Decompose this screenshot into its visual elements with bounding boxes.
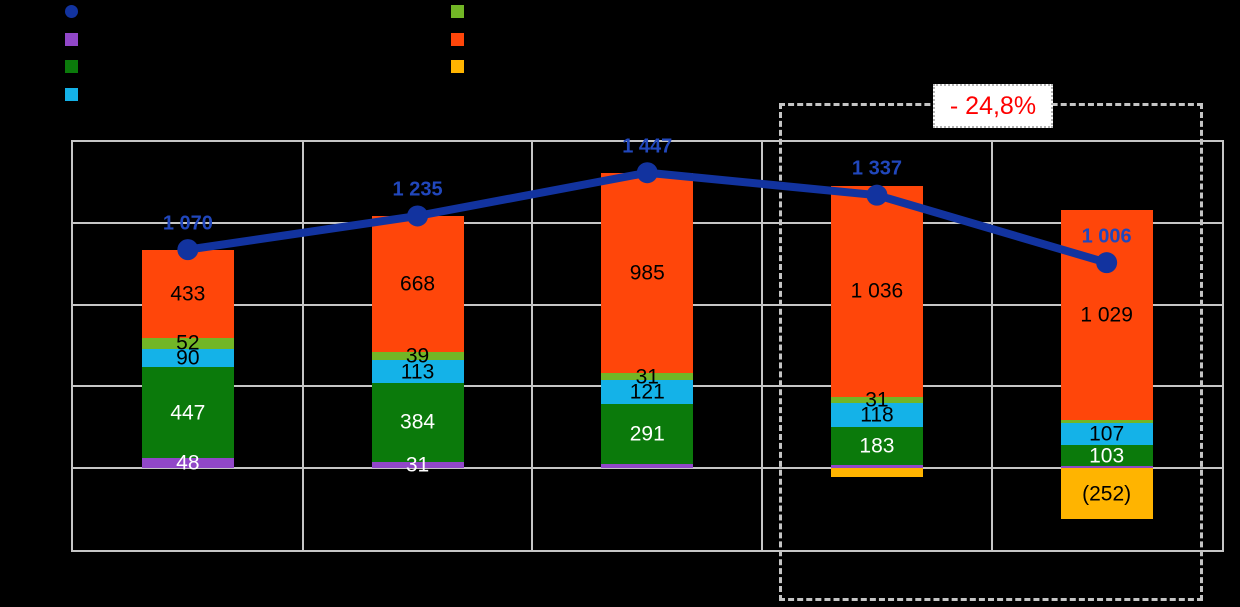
bar-1-light-green-segment [371,352,464,361]
bar-3-light-green-segment-label: 31 [865,388,889,412]
bar-4-cyan-segment-label: 107 [1089,422,1125,446]
line-label-1: 1 235 [392,178,443,201]
gridline-vertical [761,141,764,550]
legend-dark-green-series-marker [65,60,78,73]
line-label-0: 1 070 [162,212,213,235]
legend-orange-series-marker [451,33,464,46]
bar-0-cyan-segment [141,348,234,367]
bar-2-light-green-segment [601,373,694,380]
line-label-4: 1 006 [1081,225,1132,248]
bar-2-purple-segment [601,463,694,468]
gridline-vertical [301,141,304,550]
bar-0-orange-segment-label: 433 [170,282,206,306]
bar-3-dark-green-segment-label: 183 [859,434,895,458]
bar-0-cyan-segment-label: 90 [176,346,200,370]
bar-2-orange-segment [601,172,694,374]
bar-1-dark-green-segment-label: 384 [400,410,436,434]
bar-4-amber-segment [1060,467,1153,520]
bar-1-purple-segment [371,461,464,468]
line-marker-3 [866,184,888,206]
bar-1-cyan-segment-label: 113 [400,360,435,384]
legend-amber-series-marker [451,60,464,73]
bar-0-dark-green-segment-label: 447 [170,401,206,424]
line-label-2: 1 447 [622,135,673,158]
bar-3-orange-segment-label: 1 036 [850,279,904,303]
bar-4-dark-green-segment-label: 103 [1089,444,1125,468]
gridline-vertical [531,141,534,550]
bar-3-purple-segment [830,464,923,468]
bar-4-orange-segment-label: 1 029 [1080,303,1133,327]
line-marker-2 [636,162,658,184]
bar-4-purple-segment [1060,466,1153,468]
bar-0-light-green-segment [141,337,234,349]
legend-cyan-series-marker [65,88,78,101]
bar-4-cyan-segment [1060,423,1153,446]
line-marker-0 [177,239,199,261]
bar-3-cyan-segment-label: 118 [860,403,894,427]
line-marker-4 [1096,252,1118,274]
bar-0-dark-green-segment [141,366,234,459]
annotation-text: - 24,8% [949,91,1037,120]
annotation-box: - 24,8% [933,84,1053,128]
bar-0-orange-segment [141,249,234,338]
bar-3-light-green-segment [830,396,923,404]
line-marker-1 [407,205,429,227]
legend-line-series-marker [65,5,78,18]
bar-2-cyan-segment [601,379,694,405]
bar-2-dark-green-segment [601,404,694,464]
bar-3-cyan-segment [830,403,923,428]
bar-1-orange-segment-label: 668 [400,272,436,296]
gridline-horizontal [73,466,1222,469]
bar-1-orange-segment [371,215,464,353]
bar-1-dark-green-segment [371,383,464,462]
bar-3-amber-segment [830,467,923,478]
bar-4-orange-segment [1060,209,1153,420]
bar-0-purple-segment-label: 48 [176,451,200,475]
bar-1-light-green-segment-label: 39 [405,344,430,368]
bar-2-cyan-segment-label: 121 [629,380,665,404]
gridline-vertical [990,141,993,550]
bar-2-dark-green-segment-label: 291 [629,422,665,446]
plot-area-border [71,139,1224,552]
bar-3-orange-segment [830,185,923,397]
bar-4-light-green-segment [1060,419,1153,424]
bar-2-light-green-segment-label: 31 [635,365,659,389]
bar-1-purple-segment-label: 31 [405,453,430,477]
total-line-path [187,168,1108,267]
bar-1-cyan-segment [371,360,464,384]
bar-2-orange-segment-label: 985 [629,261,665,285]
bar-3-dark-green-segment [830,427,923,465]
line-label-3: 1 337 [851,157,902,180]
bar-0-light-green-segment-label: 52 [176,331,200,355]
legend-light-green-series-marker [451,5,464,18]
bar-0-purple-segment [141,458,234,468]
bar-4-dark-green-segment [1060,445,1153,467]
bar-4-amber-segment-label: (252) [1082,482,1132,506]
legend-purple-series-marker [65,33,78,46]
